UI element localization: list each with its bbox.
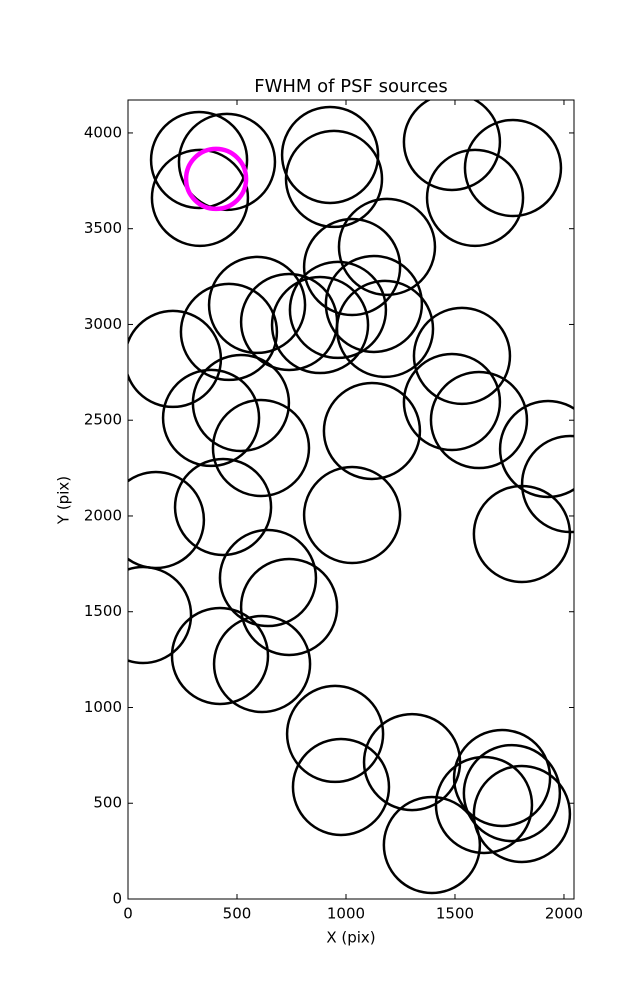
source-circle	[463, 118, 563, 218]
source-circle	[322, 381, 422, 481]
source-circle	[291, 737, 391, 837]
y-tick-label: 0	[112, 890, 122, 908]
source-circle	[472, 484, 572, 584]
source-circle	[324, 254, 424, 354]
source-circle	[462, 743, 562, 843]
y-tick-label: 1500	[84, 602, 122, 620]
source-circle	[128, 309, 223, 409]
y-tick-label: 4000	[84, 123, 122, 141]
plot-frame	[127, 99, 575, 900]
chart-title: FWHM of PSF sources	[254, 76, 448, 97]
x-tick-label: 2000	[545, 905, 583, 923]
source-circle	[425, 148, 525, 248]
source-circle	[382, 795, 482, 895]
source-circle	[170, 606, 270, 706]
source-circle	[218, 528, 318, 628]
plot-area	[128, 100, 574, 895]
source-circle	[128, 565, 193, 665]
y-tick-label: 1000	[84, 698, 122, 716]
x-tick-label: 0	[123, 905, 133, 923]
source-circle	[434, 755, 534, 855]
x-axis-label: X (pix)	[326, 929, 375, 947]
x-tick-label: 500	[223, 905, 252, 923]
x-tick-label: 1500	[436, 905, 474, 923]
y-tick-label: 2000	[84, 506, 122, 524]
source-circle	[150, 148, 250, 248]
source-circle	[362, 712, 462, 812]
source-circle	[285, 684, 385, 784]
source-circle	[280, 105, 380, 205]
source-circle	[239, 557, 339, 657]
source-circle	[498, 399, 574, 499]
source-circle	[520, 434, 574, 534]
source-circle	[211, 398, 311, 498]
source-circle	[207, 255, 307, 355]
source-circle	[270, 275, 370, 375]
y-axis-label: Y (pix)	[55, 476, 73, 525]
source-circle	[179, 282, 279, 382]
y-tick-label: 3000	[84, 315, 122, 333]
source-circle	[212, 614, 312, 714]
source-circle	[161, 368, 261, 468]
source-circle	[412, 306, 512, 406]
source-circle	[302, 217, 402, 317]
y-tick-label: 3500	[84, 219, 122, 237]
source-circle	[284, 129, 384, 229]
source-circle	[402, 352, 502, 452]
source-circle	[183, 146, 249, 212]
source-circle	[402, 100, 502, 192]
source-circle	[173, 457, 273, 557]
source-circle	[429, 370, 529, 470]
source-circle	[452, 728, 552, 828]
source-circle	[149, 110, 249, 210]
x-tick-label: 1000	[327, 905, 365, 923]
source-circle	[337, 197, 437, 297]
source-circle	[177, 112, 277, 212]
y-tick-label: 2500	[84, 411, 122, 429]
source-circle	[335, 279, 435, 379]
source-circle	[472, 764, 572, 864]
y-tick-label: 500	[93, 794, 122, 812]
source-circle	[302, 465, 402, 565]
source-circle	[191, 353, 291, 453]
source-circle	[128, 470, 206, 570]
source-circle	[288, 260, 388, 360]
